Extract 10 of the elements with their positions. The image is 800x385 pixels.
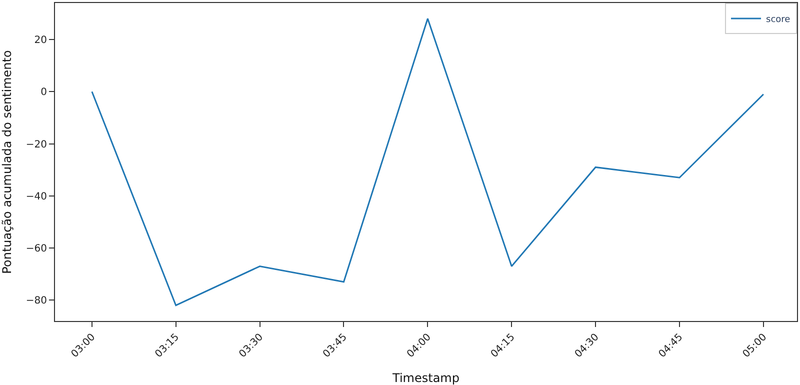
y-tick-label: 0 bbox=[40, 87, 47, 98]
y-tick-label: −80 bbox=[26, 296, 47, 307]
y-tick-label: −40 bbox=[26, 191, 47, 202]
y-tick-label: −60 bbox=[26, 244, 47, 255]
y-tick-label: 20 bbox=[34, 34, 47, 46]
x-axis-title: Timestamp bbox=[392, 371, 460, 385]
y-axis-title: Pontuação acumulada do sentimento bbox=[0, 50, 14, 274]
line-series bbox=[91, 18, 764, 306]
y-tick-label: −20 bbox=[26, 139, 47, 150]
legend-label: score bbox=[766, 15, 791, 26]
